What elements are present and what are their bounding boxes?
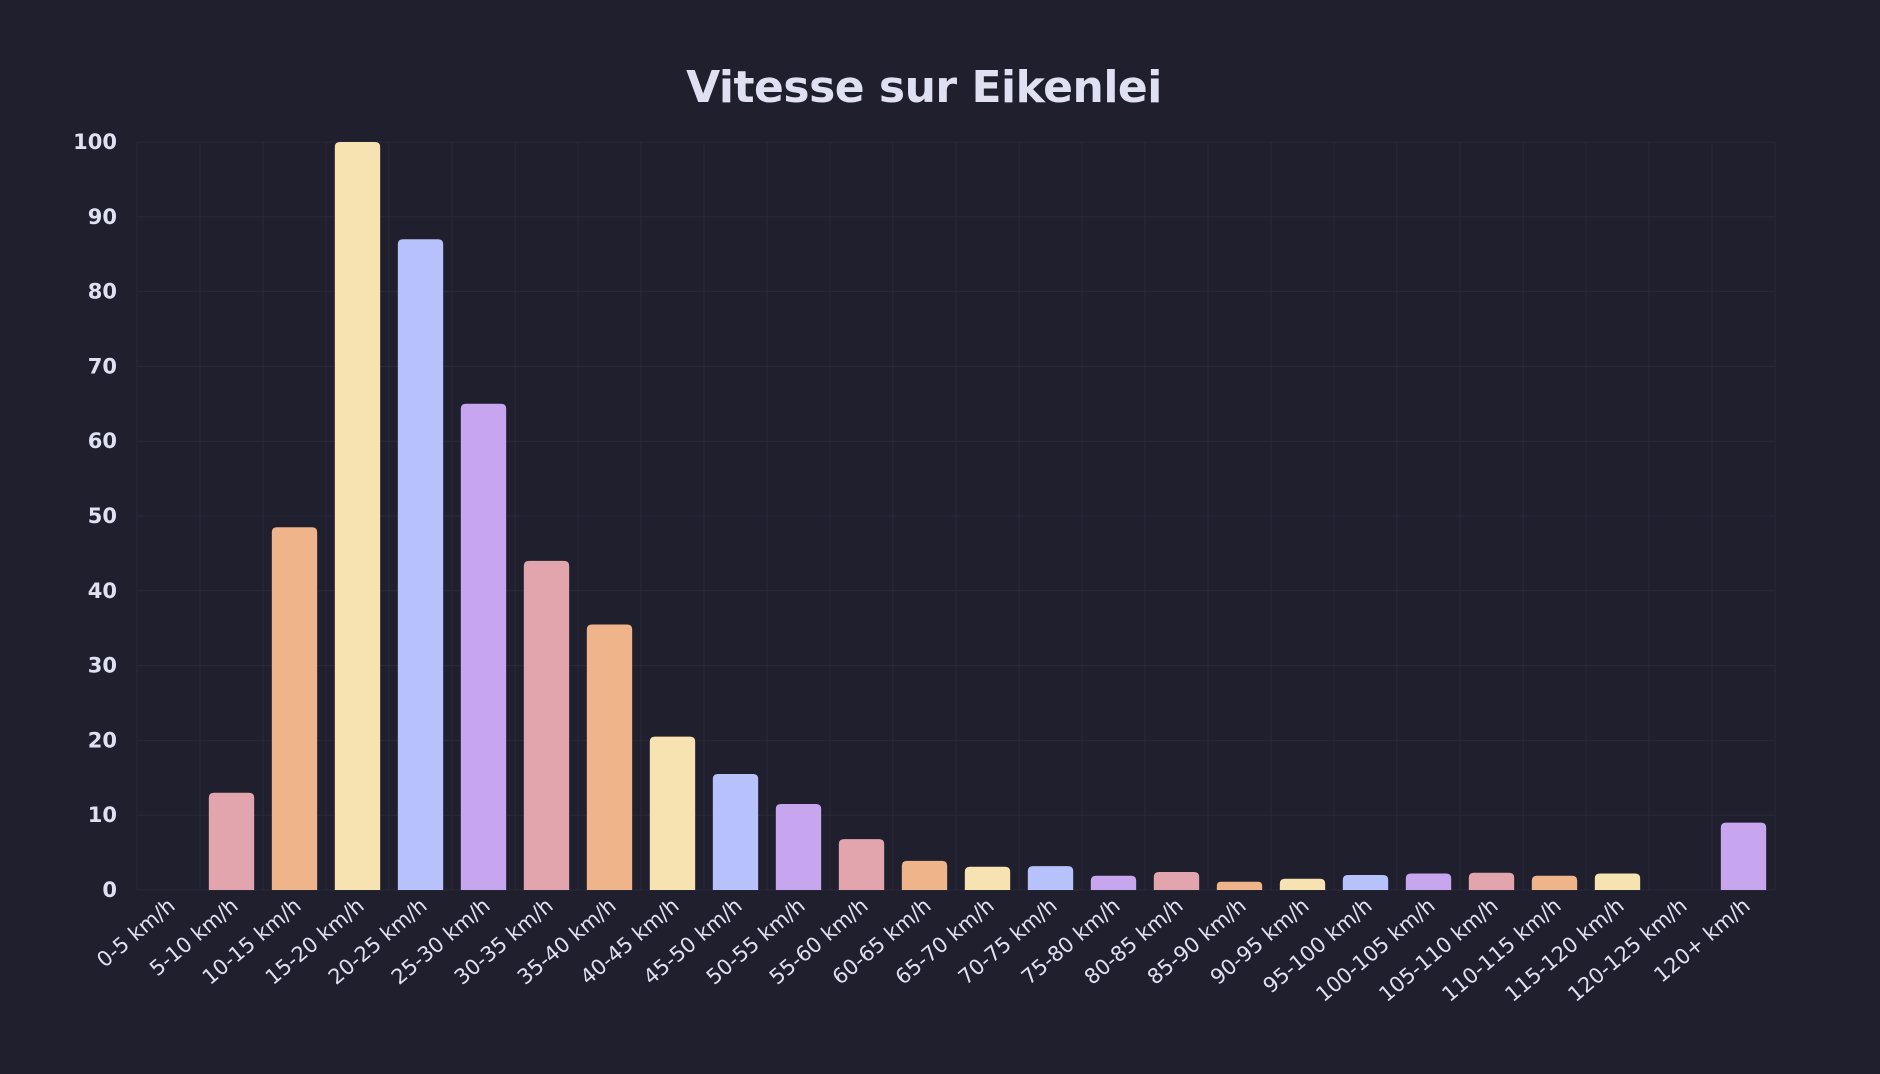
- grid-lines: [136, 141, 1776, 891]
- bar[interactable]: [964, 866, 1011, 890]
- bar[interactable]: [901, 860, 948, 890]
- bar[interactable]: [334, 142, 381, 890]
- y-tick-label: 40: [88, 579, 117, 603]
- bar[interactable]: [1216, 881, 1263, 890]
- bar[interactable]: [586, 624, 633, 890]
- bar[interactable]: [1468, 872, 1515, 890]
- chart-title: Vitesse sur Eikenlei: [686, 62, 1162, 113]
- bar[interactable]: [1153, 872, 1200, 890]
- bar[interactable]: [1405, 873, 1452, 890]
- y-tick-label: 10: [88, 803, 117, 827]
- bar[interactable]: [1279, 878, 1326, 890]
- y-tick-label: 20: [88, 728, 117, 752]
- x-axis: 0-5 km/h5-10 km/h10-15 km/h15-20 km/h20-…: [92, 893, 1754, 1006]
- bar[interactable]: [397, 239, 444, 891]
- bar[interactable]: [838, 839, 885, 890]
- bar[interactable]: [1027, 866, 1074, 890]
- y-tick-label: 100: [73, 130, 117, 154]
- y-tick-label: 0: [102, 878, 117, 902]
- bars: [208, 142, 1767, 891]
- y-tick-label: 90: [88, 205, 117, 229]
- bar[interactable]: [460, 403, 507, 890]
- bar[interactable]: [523, 560, 570, 890]
- bar[interactable]: [1720, 822, 1767, 890]
- bar[interactable]: [1531, 875, 1578, 890]
- bar[interactable]: [1090, 875, 1137, 890]
- y-axis: 0 10 20 30 40 50 60 70 80 90 100: [73, 130, 117, 902]
- bar[interactable]: [208, 792, 255, 890]
- bar[interactable]: [1342, 875, 1389, 890]
- bar[interactable]: [775, 803, 822, 890]
- y-tick-label: 60: [88, 429, 117, 453]
- y-tick-label: 50: [88, 504, 117, 528]
- bar[interactable]: [649, 736, 696, 890]
- bar[interactable]: [712, 774, 759, 890]
- y-tick-label: 80: [88, 280, 117, 304]
- y-tick-label: 30: [88, 654, 117, 678]
- y-tick-label: 70: [88, 354, 117, 378]
- bar[interactable]: [1594, 873, 1641, 890]
- bar[interactable]: [271, 527, 318, 890]
